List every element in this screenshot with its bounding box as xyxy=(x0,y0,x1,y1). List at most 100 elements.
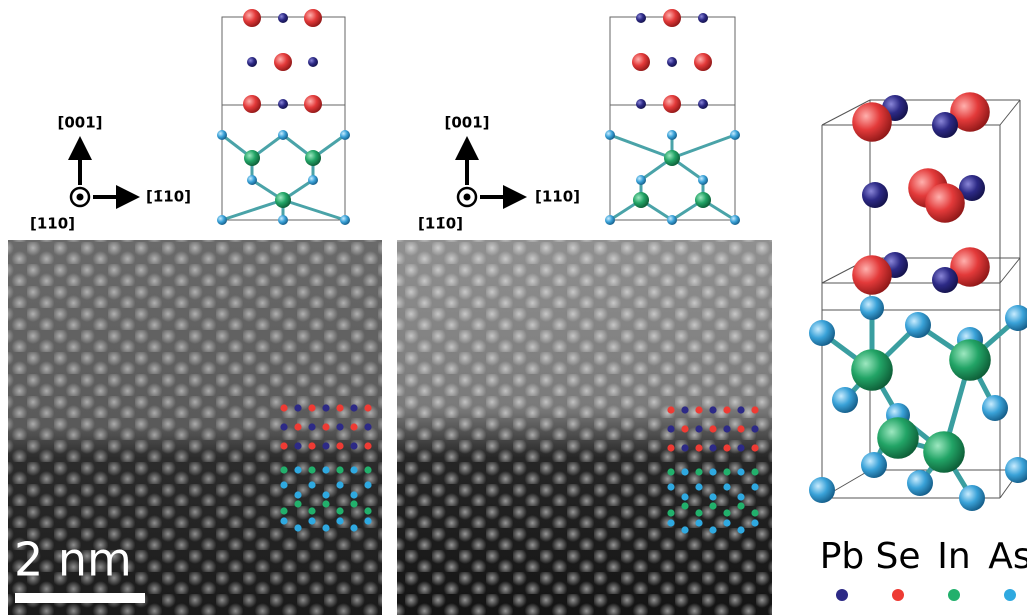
axes-indicator xyxy=(71,148,128,206)
atom-marker xyxy=(723,483,730,490)
atom-marker xyxy=(294,524,301,531)
atom-marker xyxy=(681,493,688,500)
atom-marker xyxy=(336,481,343,488)
atom-marker xyxy=(709,425,716,432)
atom-marker xyxy=(336,442,343,449)
atom-marker xyxy=(709,526,716,533)
atom xyxy=(340,130,350,140)
bond xyxy=(672,135,735,158)
atom-marker xyxy=(364,423,371,430)
atom xyxy=(605,130,615,140)
atom xyxy=(923,431,965,473)
atom-marker xyxy=(723,425,730,432)
atom-marker xyxy=(294,500,301,507)
atom-marker xyxy=(336,423,343,430)
atom xyxy=(851,349,893,391)
atom-marker xyxy=(280,404,287,411)
atom-marker xyxy=(667,425,674,432)
atom xyxy=(278,13,288,23)
atom-marker xyxy=(751,519,758,526)
atom-marker xyxy=(350,442,357,449)
atom xyxy=(663,95,681,113)
atom-marker xyxy=(723,519,730,526)
atom-marker xyxy=(364,442,371,449)
atom xyxy=(340,215,350,225)
atom-marker xyxy=(294,404,301,411)
atom xyxy=(832,387,858,413)
atom-marker xyxy=(322,423,329,430)
atom xyxy=(861,452,887,478)
axis-label: [11̄0] xyxy=(418,215,463,233)
axis-label: [110] xyxy=(535,188,580,206)
atom-marker xyxy=(336,517,343,524)
atom-marker xyxy=(723,468,730,475)
atom xyxy=(694,53,712,71)
atom-marker xyxy=(308,423,315,430)
atom-marker xyxy=(695,444,702,451)
atom-marker xyxy=(350,404,357,411)
atom-marker xyxy=(695,425,702,432)
atom-marker xyxy=(280,466,287,473)
atom xyxy=(698,175,708,185)
atom xyxy=(217,215,227,225)
bond xyxy=(283,200,345,220)
atom-marker xyxy=(364,404,371,411)
atom-marker xyxy=(667,468,674,475)
atom-marker xyxy=(364,466,371,473)
scale-bar-label: 2 nm xyxy=(14,533,132,587)
legend-label: Se xyxy=(876,536,921,577)
atom xyxy=(304,95,322,113)
atom-marker xyxy=(350,524,357,531)
atom-marker xyxy=(737,406,744,413)
legend-label: Pb xyxy=(820,536,865,577)
atom-marker xyxy=(667,509,674,516)
atom xyxy=(862,182,888,208)
legend-swatch xyxy=(948,589,960,601)
atom-marker xyxy=(280,442,287,449)
atom-marker xyxy=(751,509,758,516)
atom xyxy=(663,9,681,27)
atom xyxy=(308,57,318,67)
axis-label: [001] xyxy=(444,114,489,132)
axis-label: [001] xyxy=(57,114,102,132)
atom-marker xyxy=(695,519,702,526)
atom-marker xyxy=(364,517,371,524)
atom-marker xyxy=(336,507,343,514)
atom xyxy=(982,395,1008,421)
atom xyxy=(667,215,677,225)
atom-marker xyxy=(294,423,301,430)
legend-swatch xyxy=(1004,589,1016,601)
legend-swatch xyxy=(836,589,848,601)
atom-marker xyxy=(695,509,702,516)
atom-marker xyxy=(751,406,758,413)
atom xyxy=(809,320,835,346)
atom-marker xyxy=(308,517,315,524)
atom-marker xyxy=(723,406,730,413)
atom xyxy=(278,99,288,109)
atom xyxy=(304,9,322,27)
atom xyxy=(278,130,288,140)
atom-marker xyxy=(336,404,343,411)
atom xyxy=(305,150,321,166)
atom-marker xyxy=(308,404,315,411)
atom xyxy=(698,99,708,109)
unit-cell xyxy=(1000,100,1020,125)
atom-marker xyxy=(681,468,688,475)
atom xyxy=(809,477,835,503)
atom xyxy=(667,130,677,140)
atom-marker xyxy=(709,468,716,475)
atom-marker xyxy=(695,468,702,475)
atom-marker xyxy=(280,517,287,524)
atom xyxy=(605,215,615,225)
atom-marker xyxy=(322,466,329,473)
atom xyxy=(308,175,318,185)
atom-marker xyxy=(681,526,688,533)
atom-marker xyxy=(322,524,329,531)
bond xyxy=(222,200,283,220)
atom xyxy=(932,267,958,293)
bond xyxy=(610,135,672,158)
atom xyxy=(243,9,261,27)
atom xyxy=(275,192,291,208)
atom-marker xyxy=(751,425,758,432)
axis-label: [1̄10] xyxy=(146,188,191,206)
